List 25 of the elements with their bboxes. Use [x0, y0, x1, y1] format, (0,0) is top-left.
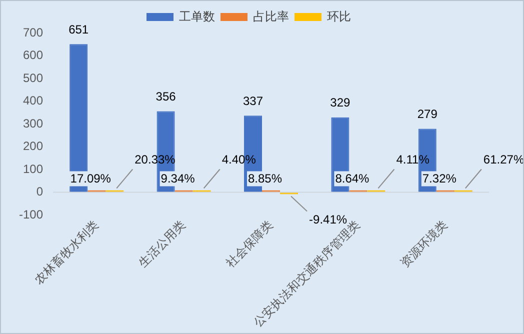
x-tick-label: 生活公用类	[136, 218, 188, 270]
y-tick-label: 0	[36, 184, 44, 199]
data-label: 337	[242, 94, 264, 108]
data-label: 651	[68, 22, 89, 36]
data-label: 9.34%	[160, 172, 196, 186]
data-label: 329	[330, 96, 351, 110]
data-label: 8.85%	[248, 172, 282, 186]
y-tick-label: 400	[22, 94, 44, 108]
x-tick-label: 资源环境类	[398, 218, 450, 270]
data-label: 356	[156, 90, 176, 104]
data-label: 8.64%	[335, 172, 370, 186]
y-tick-label: 200	[22, 139, 44, 154]
legend-label: 环比	[327, 9, 351, 24]
y-tick-label: 600	[22, 48, 44, 62]
data-label: -9.41%	[309, 212, 348, 227]
y-tick-label: 500	[22, 70, 44, 85]
y-tick-label: 700	[22, 25, 44, 40]
legend-label: 工单数	[179, 9, 215, 24]
y-tick-label: 100	[22, 162, 44, 176]
data-label: 17.09%	[70, 172, 112, 186]
data-label: 279	[417, 107, 438, 122]
legend-label: 占比率	[253, 9, 289, 24]
data-label: 7.32%	[422, 172, 457, 186]
y-tick-label: 300	[22, 116, 44, 130]
x-tick-label: 社会保障类	[223, 218, 276, 270]
